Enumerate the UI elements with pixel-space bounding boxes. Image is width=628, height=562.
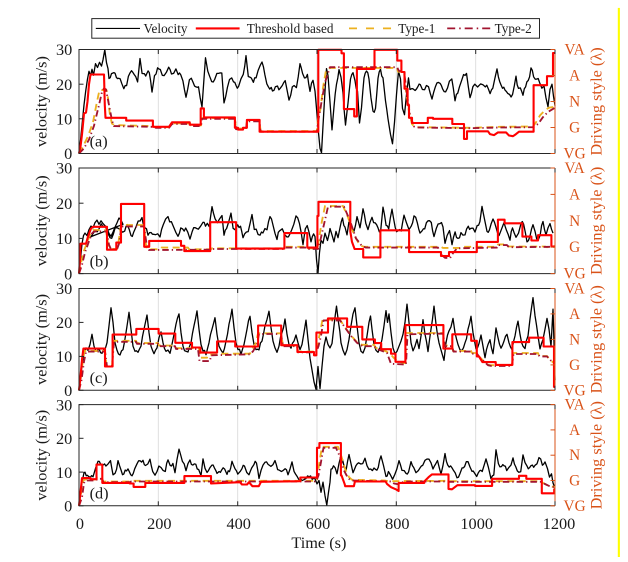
svg-text:Type-1: Type-1 bbox=[398, 21, 435, 36]
svg-text:N: N bbox=[569, 213, 580, 230]
svg-text:0: 0 bbox=[64, 381, 72, 400]
svg-text:velocity (m/s): velocity (m/s) bbox=[31, 294, 50, 385]
svg-text:VG: VG bbox=[564, 266, 586, 283]
svg-text:VA: VA bbox=[565, 397, 585, 414]
svg-text:600: 600 bbox=[306, 514, 330, 533]
svg-text:Driving style (λ): Driving style (λ) bbox=[587, 47, 606, 155]
svg-text:20: 20 bbox=[56, 313, 72, 332]
svg-text:Driving style (λ): Driving style (λ) bbox=[587, 285, 606, 393]
svg-text:N: N bbox=[569, 447, 580, 464]
svg-text:Velocity: Velocity bbox=[144, 21, 188, 36]
svg-text:30: 30 bbox=[56, 279, 72, 298]
svg-text:800: 800 bbox=[385, 514, 409, 533]
svg-text:VG: VG bbox=[564, 382, 586, 399]
svg-text:10: 10 bbox=[56, 229, 72, 248]
svg-text:G: G bbox=[569, 120, 580, 137]
svg-text:10: 10 bbox=[56, 347, 72, 366]
svg-text:G: G bbox=[569, 357, 580, 374]
svg-text:20: 20 bbox=[56, 194, 72, 213]
svg-text:A: A bbox=[569, 306, 580, 323]
svg-text:G: G bbox=[569, 239, 580, 256]
svg-text:(d): (d) bbox=[90, 484, 109, 503]
svg-text:200: 200 bbox=[147, 514, 171, 533]
svg-text:0: 0 bbox=[76, 514, 84, 533]
svg-text:0: 0 bbox=[64, 144, 72, 163]
svg-text:1200: 1200 bbox=[543, 514, 576, 533]
svg-text:A: A bbox=[569, 422, 580, 439]
svg-text:20: 20 bbox=[56, 429, 72, 448]
svg-text:Driving style (λ): Driving style (λ) bbox=[587, 401, 606, 509]
svg-text:10: 10 bbox=[56, 463, 72, 482]
svg-text:(a): (a) bbox=[90, 131, 108, 150]
svg-text:A: A bbox=[569, 186, 580, 203]
svg-text:Type-2: Type-2 bbox=[495, 21, 532, 36]
svg-text:velocity (m/s): velocity (m/s) bbox=[31, 410, 50, 501]
svg-text:VA: VA bbox=[565, 42, 585, 59]
svg-text:VA: VA bbox=[565, 281, 585, 298]
svg-text:VG: VG bbox=[564, 498, 586, 515]
svg-text:Threshold based: Threshold based bbox=[247, 21, 334, 36]
svg-text:(b): (b) bbox=[90, 251, 109, 270]
svg-text:velocity (m/s): velocity (m/s) bbox=[31, 56, 50, 147]
svg-text:10: 10 bbox=[56, 110, 72, 129]
svg-text:A: A bbox=[569, 68, 580, 85]
svg-text:(c): (c) bbox=[90, 368, 108, 387]
svg-text:Driving style (λ): Driving style (λ) bbox=[587, 167, 606, 275]
svg-text:velocity (m/s): velocity (m/s) bbox=[31, 175, 50, 266]
svg-text:G: G bbox=[569, 473, 580, 490]
svg-text:30: 30 bbox=[56, 159, 72, 178]
svg-text:VG: VG bbox=[564, 146, 586, 163]
svg-text:30: 30 bbox=[56, 40, 72, 59]
svg-text:N: N bbox=[569, 331, 580, 348]
svg-text:20: 20 bbox=[56, 75, 72, 94]
svg-text:N: N bbox=[569, 94, 580, 111]
svg-text:1000: 1000 bbox=[460, 514, 493, 533]
svg-text:400: 400 bbox=[226, 514, 250, 533]
svg-text:30: 30 bbox=[56, 395, 72, 414]
svg-text:0: 0 bbox=[64, 264, 72, 283]
svg-text:Time (s): Time (s) bbox=[291, 533, 346, 552]
svg-text:VA: VA bbox=[565, 160, 585, 177]
svg-text:0: 0 bbox=[64, 497, 72, 516]
